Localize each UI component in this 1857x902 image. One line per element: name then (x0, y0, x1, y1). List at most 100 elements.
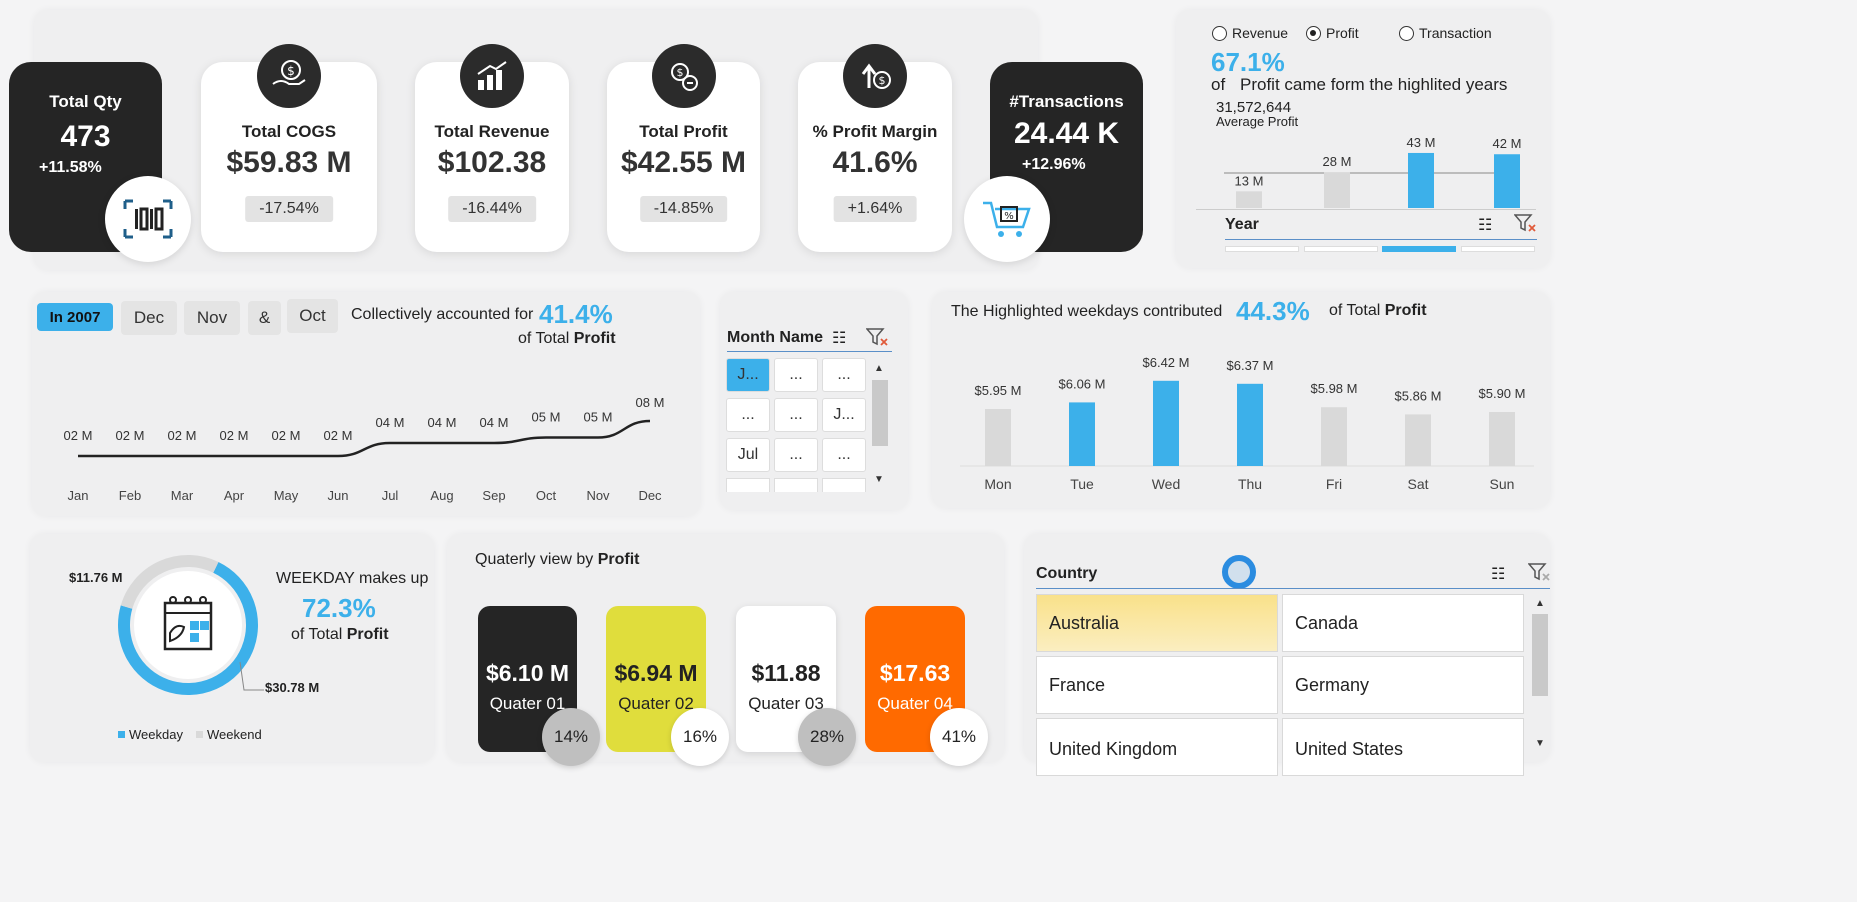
weekday-bar-tue (1069, 402, 1095, 466)
month-clear-filter-icon[interactable] (865, 327, 888, 352)
month-axis-label-jul: Jul (382, 488, 399, 503)
country-canada[interactable]: Canada (1282, 594, 1524, 652)
donut-of-total-text: of Total (291, 626, 343, 643)
tag-oct[interactable]: Oct (287, 299, 338, 333)
country-clear-filter-icon[interactable] (1527, 562, 1550, 587)
year-btn-2[interactable] (1304, 246, 1378, 252)
radio-profit[interactable] (1306, 26, 1321, 41)
multi-select-icon[interactable]: ☷ (1478, 217, 1493, 234)
year-bar-label-3: 43 M (1407, 135, 1436, 150)
tag-nov[interactable]: Nov (184, 301, 240, 335)
weekday-data-label-tue: $6.06 M (1059, 376, 1106, 391)
year-btn-4[interactable] (1461, 246, 1535, 252)
svg-text:$: $ (676, 66, 683, 79)
kpi-total-qty-title: Total Qty (49, 92, 122, 111)
country-scroll-up-icon[interactable]: ▲ (1535, 598, 1545, 609)
month-axis-label-jun: Jun (328, 488, 349, 503)
weekday-data-label-mon: $5.95 M (975, 383, 1022, 398)
quarter-title: Quaterly view by Profit (475, 551, 640, 569)
weekday-donut-chart (118, 555, 258, 695)
kpi-transactions-change: +12.96% (1022, 156, 1086, 173)
kpi-total-cogs-change: -17.54% (245, 196, 333, 222)
month-data-label-oct: 05 M (532, 410, 561, 425)
month-scrollbar[interactable] (872, 380, 888, 446)
month-data-label-dec: 08 M (636, 395, 665, 410)
radio-transaction-label: Transaction (1419, 25, 1492, 41)
month-axis-label-mar: Mar (171, 488, 194, 503)
month-cell-3[interactable]: ... (822, 358, 866, 392)
quarter-profit-word: Profit (597, 551, 640, 568)
year-panel (1176, 10, 1550, 268)
country-australia[interactable]: Australia (1036, 594, 1278, 652)
year-bar-1 (1236, 191, 1262, 208)
svg-text:$: $ (879, 74, 886, 87)
barcode-icon-badge (105, 176, 191, 262)
weekday-bar-sat (1405, 414, 1431, 466)
weekday-bar-chart: $5.95 M Mon $6.06 M Tue $6.42 M Wed $6.37 M Thu… (960, 355, 1534, 492)
tag-in-2007[interactable]: In 2007 (37, 303, 113, 331)
month-axis-label-feb: Feb (119, 488, 141, 503)
radio-profit-label: Profit (1326, 25, 1359, 41)
quarter-1-value: $6.10 M (485, 660, 570, 686)
legend-weekend-swatch (196, 731, 203, 738)
kpi-profit-margin-card: $ % Profit Margin 41.6% +1.64% (798, 44, 952, 252)
month-data-label-mar: 02 M (168, 428, 197, 443)
country-germany[interactable]: Germany (1282, 656, 1524, 714)
year-pct: 67.1% (1211, 47, 1285, 77)
kpi-transactions-card: #Transactions 24.44 K +12.96% (990, 62, 1143, 252)
weekday-of-total: of Total Profit (1329, 302, 1427, 320)
cart-icon-badge: % (964, 176, 1050, 262)
svg-text:$: $ (287, 64, 295, 78)
monthly-profit-line (78, 419, 651, 458)
country-scroll-down-icon[interactable]: ▼ (1535, 738, 1545, 749)
clear-filter-icon[interactable] (1513, 213, 1536, 238)
month-cell-9[interactable]: ... (822, 438, 866, 472)
country-united-states[interactable]: United States (1282, 718, 1524, 776)
year-btn-3[interactable] (1382, 246, 1456, 252)
calendar-icon (163, 596, 213, 651)
month-data-label-jul: 04 M (376, 415, 405, 430)
month-data-label-may: 02 M (272, 428, 301, 443)
month-data-label-jun: 02 M (324, 428, 353, 443)
year-btn-1[interactable] (1225, 246, 1299, 252)
weekday-data-label-sat: $5.86 M (1395, 388, 1442, 403)
radio-revenue-label: Revenue (1232, 25, 1289, 41)
month-scroll-up-icon[interactable]: ▲ (874, 363, 884, 374)
country-scrollbar[interactable] (1532, 614, 1548, 696)
month-cell-1[interactable]: J... (726, 358, 770, 392)
year-avg-value: 31,572,644 (1216, 99, 1292, 116)
month-scroll-down-icon[interactable]: ▼ (874, 474, 884, 485)
radio-transaction[interactable] (1399, 26, 1414, 41)
month-cell-8[interactable]: ... (774, 438, 818, 472)
tag-dec[interactable]: Dec (121, 301, 177, 335)
margin-up-icon: $ (843, 44, 907, 108)
donut-pct: 72.3% (302, 593, 376, 623)
month-axis-label-sep: Sep (482, 488, 505, 503)
tag-and[interactable]: & (248, 301, 281, 335)
kpi-total-profit-card: $ Total Profit $42.55 M -14.85% (607, 44, 760, 252)
quarter-3-pct: 28% (798, 708, 856, 766)
year-avg-label: Average Profit (1216, 114, 1299, 129)
month-axis-label-jan: Jan (68, 488, 89, 503)
month-cell-6[interactable]: J... (822, 398, 866, 432)
country-multi-select-icon[interactable]: ☷ (1491, 566, 1506, 583)
profit-coin-icon: $ (651, 44, 716, 108)
weekday-profit-word: Profit (1384, 302, 1427, 319)
month-data-label-nov: 05 M (584, 410, 613, 425)
weekday-axis-label-sun: Sun (1490, 476, 1515, 492)
kpi-total-cogs-value: $59.83 M (226, 146, 352, 179)
monthly-line-chart: Jan 02 M Feb 02 M Mar 02 M Apr 02 M May 02 M Jun 02… (64, 395, 665, 503)
month-multi-select-icon[interactable]: ☷ (832, 330, 847, 347)
month-cell-7[interactable]: Jul (726, 438, 770, 472)
country-united-kingdom[interactable]: United Kingdom (1036, 718, 1278, 776)
quarter-2-pct: 16% (671, 708, 729, 766)
year-bar-2 (1324, 172, 1350, 208)
month-cell-2[interactable]: ... (774, 358, 818, 392)
year-bar-4 (1494, 154, 1520, 208)
radio-revenue[interactable] (1212, 26, 1227, 41)
weekday-axis-label-mon: Mon (984, 476, 1011, 492)
month-cell-5[interactable]: ... (774, 398, 818, 432)
month-cell-4[interactable]: ... (726, 398, 770, 432)
country-france[interactable]: France (1036, 656, 1278, 714)
quarter-3-value: $11.88 (751, 660, 821, 686)
